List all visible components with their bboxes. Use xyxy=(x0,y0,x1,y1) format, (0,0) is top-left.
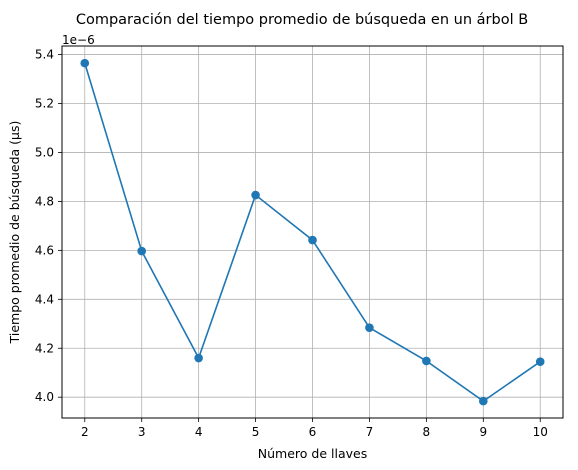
y-tick-label: 4.8 xyxy=(35,194,54,208)
x-tick-label: 3 xyxy=(138,425,146,439)
x-tick-label: 10 xyxy=(533,425,548,439)
grid-lines xyxy=(62,46,563,418)
x-tick-label: 6 xyxy=(309,425,317,439)
data-point xyxy=(80,58,90,68)
x-tick-label: 7 xyxy=(366,425,374,439)
x-tick-label: 9 xyxy=(479,425,487,439)
data-point xyxy=(535,357,545,367)
y-tick-label: 5.0 xyxy=(35,145,54,159)
data-point xyxy=(308,235,317,245)
x-axis: 2 3 4 5 6 7 8 9 10 xyxy=(81,418,548,439)
chart-title: Comparación del tiempo promedio de búsqu… xyxy=(76,12,528,28)
x-axis-label: Número de llaves xyxy=(258,446,367,461)
x-tick-label: 2 xyxy=(81,425,89,439)
data-points xyxy=(80,58,545,406)
y-tick-label: 4.0 xyxy=(35,390,54,404)
data-point xyxy=(137,246,147,256)
data-point xyxy=(478,396,488,406)
data-point xyxy=(422,356,431,366)
x-tick-label: 5 xyxy=(252,425,260,439)
y-tick-label: 4.2 xyxy=(35,341,54,355)
data-point xyxy=(365,323,374,332)
x-tick-label: 8 xyxy=(423,425,431,439)
y-tick-label: 5.4 xyxy=(35,48,54,62)
y-tick-label: 4.6 xyxy=(35,243,54,257)
y-tick-label: 5.2 xyxy=(35,97,54,111)
y-tick-label: 4.4 xyxy=(35,292,54,306)
y-axis-label: Tiempo promedio de búsqueda (µs) xyxy=(7,121,22,345)
y-axis: 4.0 4.2 4.4 4.6 4.8 5.0 5.2 5.4 xyxy=(35,48,62,404)
data-point xyxy=(251,190,260,200)
data-point xyxy=(194,353,203,363)
x-tick-label: 4 xyxy=(195,425,203,439)
y-offset-label: 1e−6 xyxy=(62,33,95,47)
